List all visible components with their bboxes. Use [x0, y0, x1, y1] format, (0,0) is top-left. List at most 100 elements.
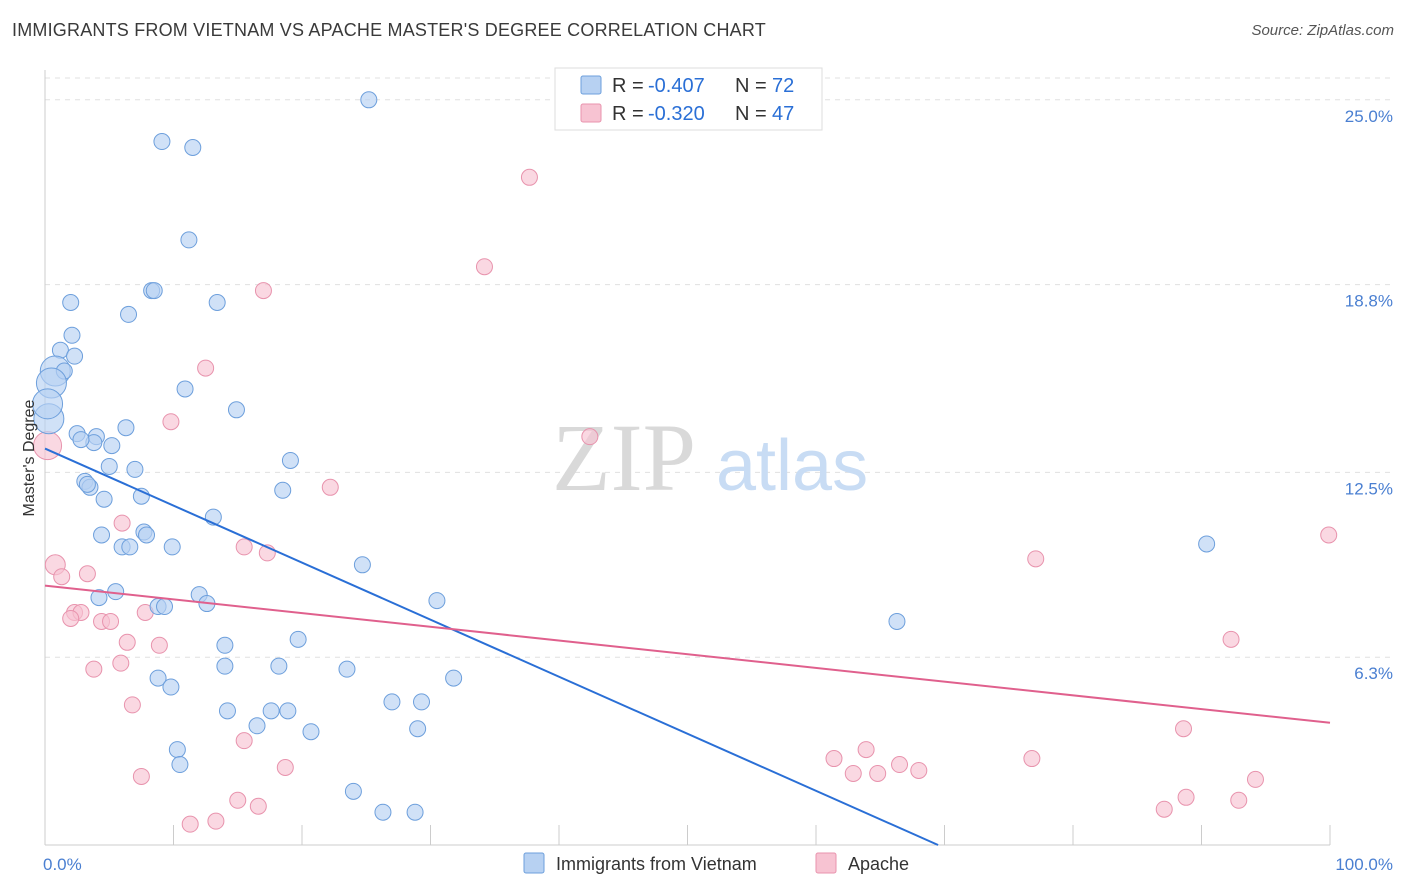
legend-n-value-vietnam: 72: [772, 75, 794, 97]
vietnam-point-34: [138, 526, 156, 544]
vietnam-point-4: [62, 294, 80, 311]
vietnam-point-46: [888, 612, 906, 630]
apache-point-27: [132, 767, 150, 785]
y-tick-labels: 6.3% 12.5% 18.8% 25.0%: [1345, 107, 1393, 683]
apache-point-25: [235, 732, 253, 750]
legend-r-label-vietnam: R =: [612, 75, 644, 97]
trend-lines: [44, 447, 1331, 846]
apache-point-37: [825, 750, 843, 768]
x-tick-labels: 0.0% 100.0%: [43, 855, 1393, 874]
vietnam-point-11: [66, 347, 84, 365]
vietnam-point-15: [176, 380, 194, 398]
apache-point-43: [1155, 800, 1173, 818]
apache-point-1: [475, 258, 493, 276]
vietnam-point-7: [120, 305, 138, 323]
vietnam-point-70: [72, 431, 90, 449]
bottom-legend-label-apache: Apache: [848, 854, 909, 874]
apache-point-46: [1246, 770, 1264, 788]
apache-point-13: [78, 565, 96, 583]
apache-point-33: [1320, 526, 1338, 544]
apache-point-12: [53, 568, 71, 586]
y-axis-title: Master's Degree: [21, 399, 38, 516]
vietnam-point-45: [428, 592, 446, 610]
apache-point-22: [85, 660, 103, 678]
apache-point-17: [62, 609, 80, 627]
legend-swatch-vietnam: [580, 75, 602, 95]
apache-point-24: [123, 696, 141, 714]
legend-r-value-vietnam: -0.407: [648, 75, 705, 97]
vietnam-point-52: [338, 660, 356, 678]
apache-point-30: [181, 815, 199, 833]
bottom-legend-swatch-apache: [815, 852, 837, 874]
vietnam-point-41: [90, 589, 108, 607]
vietnam-point-22: [103, 437, 121, 455]
apache-point-31: [207, 812, 225, 830]
apache-point-19: [102, 612, 120, 630]
apache-trend-line: [44, 584, 1331, 724]
vietnam-point-50: [216, 657, 234, 675]
grid-layer: [45, 77, 1392, 658]
vietnam-point-16: [227, 401, 245, 419]
vietnam-point-1: [153, 133, 171, 151]
y-tick-label-0: 6.3%: [1354, 664, 1393, 683]
vietnam-point-65: [171, 756, 189, 774]
series-legend: Immigrants from Vietnam Apache: [523, 852, 909, 874]
vietnam-point-68: [406, 803, 424, 821]
apache-point-5: [581, 428, 599, 446]
apache-point-8: [113, 514, 131, 532]
legend-n-value-apache: 47: [772, 103, 794, 125]
vietnam-point-35: [93, 526, 111, 544]
vietnam-point-24: [100, 457, 118, 475]
vietnam-point-18: [117, 419, 135, 437]
vietnam-point-38: [353, 556, 371, 574]
correlation-legend: R = -0.407 N = 72 R = -0.320 N = 47: [554, 67, 823, 131]
vietnam-point-8: [208, 294, 226, 311]
apache-point-45: [1230, 791, 1248, 809]
apache-point-26: [276, 759, 294, 776]
vietnam-point-55: [445, 669, 463, 687]
watermark-atlas-text: atlas: [716, 426, 868, 506]
vietnam-point-29: [95, 490, 113, 508]
y-tick-label-1: 12.5%: [1345, 479, 1393, 498]
vietnam-point-23: [281, 451, 299, 469]
vietnam-point-47: [1198, 535, 1216, 553]
vietnam-point-58: [218, 702, 236, 720]
legend-swatch-apache: [580, 103, 602, 123]
chart-title: IMMIGRANTS FROM VIETNAM VS APACHE MASTER…: [12, 20, 766, 40]
apache-point-2: [254, 282, 272, 300]
vietnam-point-63: [409, 720, 427, 738]
x-tick-label-1: 100.0%: [1335, 855, 1393, 874]
vietnam-point-37: [121, 538, 139, 556]
vietnam-point-64: [168, 741, 186, 759]
vietnam-point-61: [248, 717, 266, 735]
vietnam-trend-line: [44, 447, 939, 846]
x-tick-label-0: 0.0%: [43, 855, 82, 874]
apache-point-41: [891, 756, 909, 774]
vietnam-point-6: [145, 282, 163, 300]
vietnam-point-9: [63, 326, 81, 344]
apache-point-40: [869, 764, 887, 782]
vietnam-point-67: [374, 803, 392, 821]
legend-n-label-vietnam: N =: [735, 75, 767, 97]
vietnam-point-59: [279, 702, 297, 720]
y-tick-label-2: 18.8%: [1345, 292, 1393, 311]
vietnam-point-71: [78, 475, 96, 493]
vietnam-point-32: [163, 538, 181, 556]
apache-point-32: [1027, 550, 1045, 568]
vietnam-point-62: [302, 723, 320, 741]
apache-point-23: [112, 654, 130, 672]
apache-point-39: [857, 741, 875, 759]
source-label: Source: ZipAtlas.com: [1251, 22, 1394, 39]
vietnam-point-53: [149, 669, 167, 687]
apache-point-29: [249, 797, 267, 815]
vietnam-point-51: [270, 657, 288, 675]
vietnam-point-66: [344, 782, 362, 800]
vietnam-point-2: [184, 139, 202, 156]
apache-point-21: [150, 636, 168, 654]
apache-point-35: [1175, 720, 1193, 738]
legend-r-value-apache: -0.320: [648, 103, 705, 125]
vietnam-point-3: [180, 231, 198, 249]
vietnam-point-43: [156, 598, 174, 616]
apache-point-9: [235, 538, 253, 556]
